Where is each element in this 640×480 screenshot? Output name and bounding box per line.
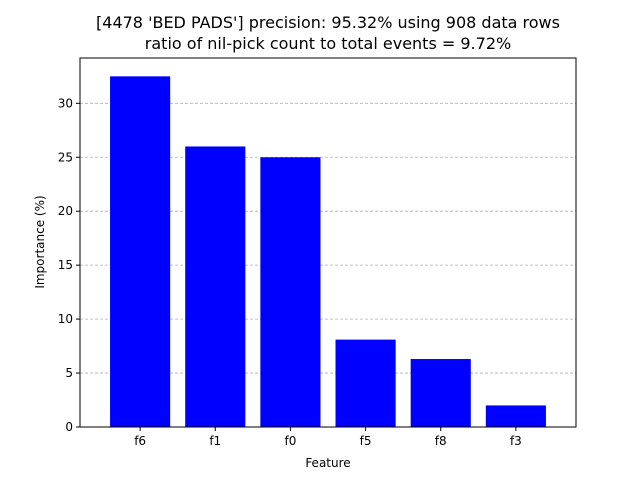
bar-f6 — [110, 76, 171, 427]
bar-f5 — [335, 339, 396, 427]
y-tick-label: 5 — [65, 366, 73, 380]
x-axis-label: Feature — [305, 456, 350, 470]
x-tick-label-f5: f5 — [360, 434, 372, 448]
y-axis-label: Importance (%) — [33, 195, 47, 288]
y-tick-label: 0 — [65, 420, 73, 434]
y-tick-label: 15 — [58, 258, 73, 272]
x-tick-label-f0: f0 — [284, 434, 296, 448]
x-tick-label-f3: f3 — [510, 434, 522, 448]
x-axis-ticks: f6 f1 f0 f5 f8 f3 — [134, 427, 522, 448]
bar-f8 — [410, 359, 471, 427]
bar-f3 — [485, 405, 546, 427]
plot-frame — [79, 57, 577, 428]
y-tick-label: 20 — [58, 204, 73, 218]
chart-title: [4478 'BED PADS'] precision: 95.32% usin… — [96, 13, 560, 32]
x-tick-label-f1: f1 — [209, 434, 221, 448]
y-tick-label: 10 — [58, 312, 73, 326]
y-tick-label: 25 — [58, 150, 73, 164]
bar-f0 — [260, 157, 321, 427]
chart-subtitle: ratio of nil-pick count to total events … — [145, 34, 511, 53]
y-tick-label: 30 — [58, 96, 73, 110]
bars — [110, 76, 546, 427]
bar-f1 — [185, 146, 246, 427]
x-tick-label-f8: f8 — [435, 434, 447, 448]
x-tick-label-f6: f6 — [134, 434, 146, 448]
y-axis-ticks: 0 5 10 15 20 25 30 — [58, 96, 80, 434]
